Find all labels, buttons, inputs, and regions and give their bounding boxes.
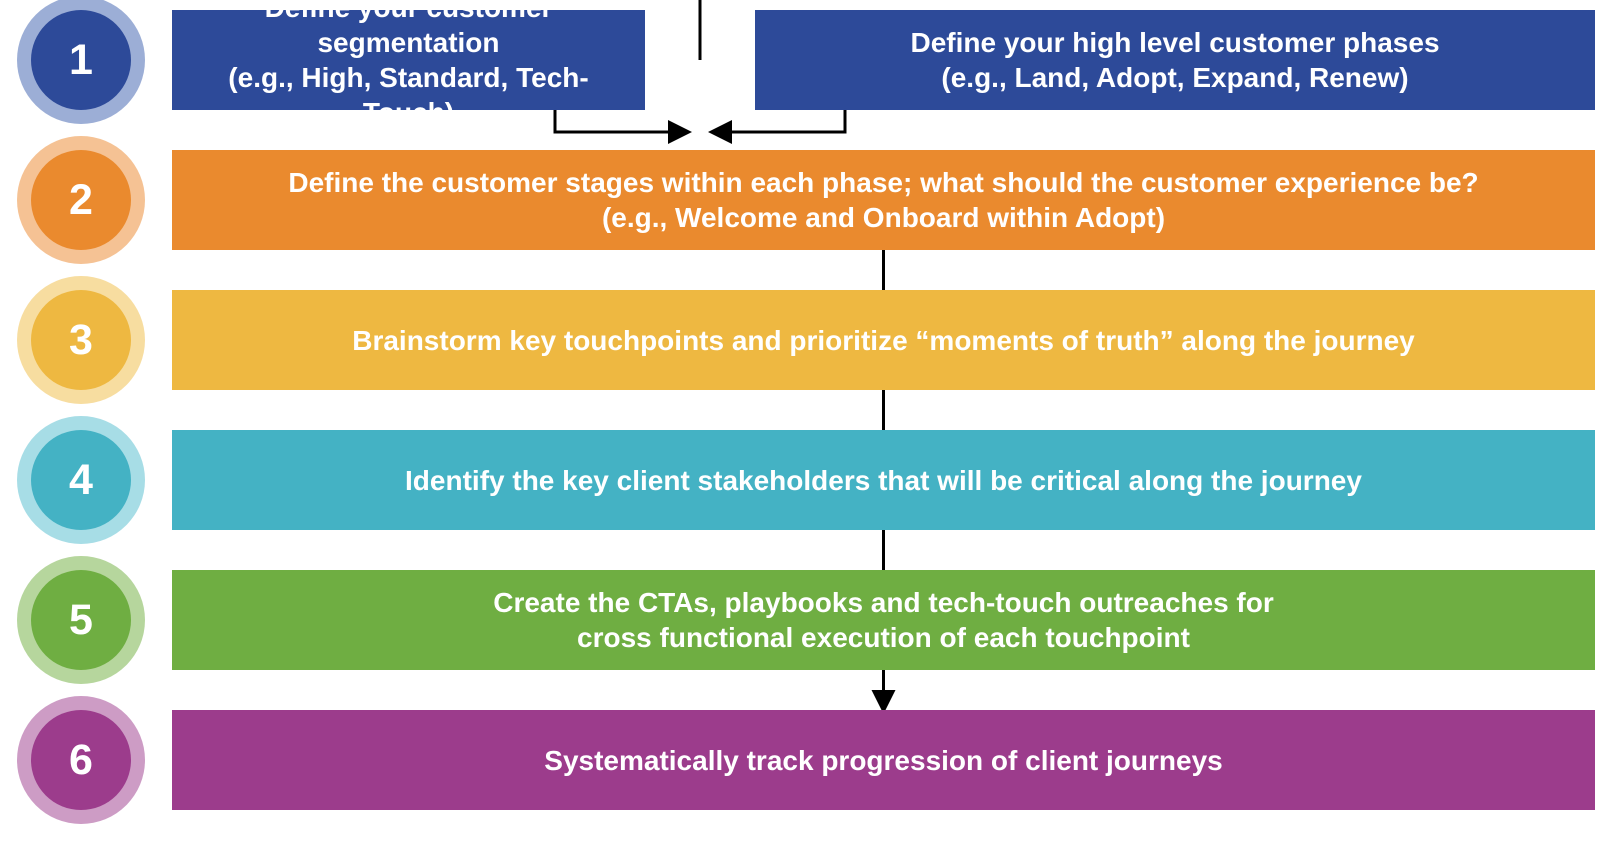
flowchart-canvas: 1 Define your customer segmentation(e.g.,… — [0, 0, 1600, 847]
step-2-badge: 2 — [31, 150, 131, 250]
step-4-text: Identify the key client stakeholders tha… — [405, 463, 1362, 498]
step-1-text-left: Define your customer segmentation(e.g., … — [196, 0, 621, 130]
step-6-number: 6 — [69, 736, 93, 785]
step-1-bar-right: Define your high level customer phases(e… — [755, 10, 1595, 110]
step-3-number: 3 — [69, 316, 93, 365]
step-6-text: Systematically track progression of clie… — [544, 743, 1222, 778]
step-2-number: 2 — [69, 176, 93, 225]
step-3-text: Brainstorm key touchpoints and prioritiz… — [352, 323, 1415, 358]
step-6-badge: 6 — [31, 710, 131, 810]
step-1-bar-left: Define your customer segmentation(e.g., … — [172, 10, 645, 110]
step-4-bar: Identify the key client stakeholders tha… — [172, 430, 1595, 530]
step-3-bar: Brainstorm key touchpoints and prioritiz… — [172, 290, 1595, 390]
step-5-text: Create the CTAs, playbooks and tech-touc… — [493, 585, 1274, 655]
step-6-bar: Systematically track progression of clie… — [172, 710, 1595, 810]
step-5-number: 5 — [69, 596, 93, 645]
step-4-number: 4 — [69, 456, 93, 505]
step-4-badge: 4 — [31, 430, 131, 530]
step-2-bar: Define the customer stages within each p… — [172, 150, 1595, 250]
step-5-badge: 5 — [31, 570, 131, 670]
step-2-text: Define the customer stages within each p… — [288, 165, 1478, 235]
step-5-bar: Create the CTAs, playbooks and tech-touc… — [172, 570, 1595, 670]
step-1-badge: 1 — [31, 10, 131, 110]
step-1-text-right: Define your high level customer phases(e… — [910, 25, 1439, 95]
step-1-number: 1 — [69, 36, 93, 85]
step-3-badge: 3 — [31, 290, 131, 390]
